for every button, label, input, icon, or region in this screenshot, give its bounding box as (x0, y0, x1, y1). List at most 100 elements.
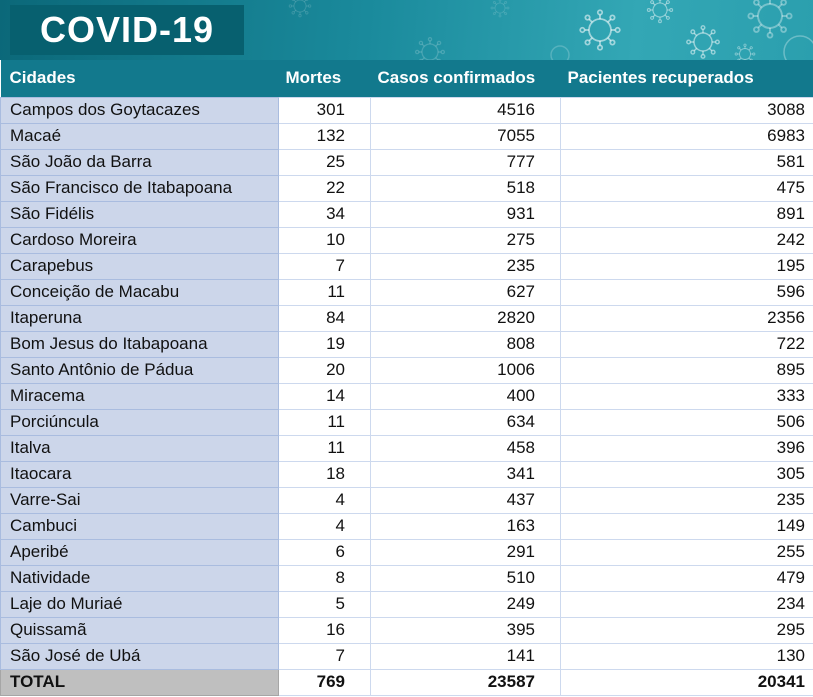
value-cell: 305 (560, 460, 813, 488)
value-cell: 295 (560, 616, 813, 644)
value-cell: 14 (278, 382, 371, 410)
city-cell: Varre-Sai (0, 486, 279, 514)
value-cell: 7 (278, 642, 371, 670)
value-cell: 16 (278, 616, 371, 644)
banner: COVID-19 (0, 0, 813, 60)
value-cell: 255 (560, 538, 813, 566)
value-cell: 2820 (370, 304, 561, 332)
value-cell: 163 (370, 512, 561, 540)
value-cell: 634 (370, 408, 561, 436)
table-row: Macaé 132 7055 6983 (0, 122, 813, 150)
value-cell: 291 (370, 538, 561, 566)
city-cell: Santo Antônio de Pádua (0, 356, 279, 384)
covid-title-box: COVID-19 (10, 5, 245, 55)
city-cell: Conceição de Macabu (0, 278, 279, 306)
value-cell: 395 (370, 616, 561, 644)
table-row: Bom Jesus do Itabapoana 19 808 722 (0, 330, 813, 358)
table-row: São João da Barra 25 777 581 (0, 148, 813, 176)
value-cell: 2356 (560, 304, 813, 332)
value-cell: 475 (560, 174, 813, 202)
city-cell: Aperibé (0, 538, 279, 566)
city-cell: Bom Jesus do Itabapoana (0, 330, 279, 358)
value-cell: 235 (370, 252, 561, 280)
value-cell: 437 (370, 486, 561, 514)
value-cell: 234 (560, 590, 813, 618)
table-body: Campos dos Goytacazes 301 4516 3088 Macaé 132… (0, 96, 813, 670)
value-cell: 18 (278, 460, 371, 488)
value-cell: 7055 (370, 122, 561, 150)
value-cell: 6 (278, 538, 371, 566)
table-row: Itaperuna 84 2820 2356 (0, 304, 813, 332)
value-cell: 400 (370, 382, 561, 410)
value-cell: 510 (370, 564, 561, 592)
value-cell: 581 (560, 148, 813, 176)
value-cell: 22 (278, 174, 371, 202)
value-cell: 11 (278, 408, 371, 436)
table-row: Natividade 8 510 479 (0, 564, 813, 592)
value-cell: 3088 (560, 96, 813, 124)
value-cell: 242 (560, 226, 813, 254)
table-row: Aperibé 6 291 255 (0, 538, 813, 566)
value-cell: 132 (278, 122, 371, 150)
value-cell: 10 (278, 226, 371, 254)
value-cell: 25 (278, 148, 371, 176)
header-mortes: Mortes (278, 60, 371, 97)
value-cell: 249 (370, 590, 561, 618)
city-cell: Laje do Muriaé (0, 590, 279, 618)
total-row: TOTAL 769 23587 20341 (0, 668, 813, 696)
covid-table: Cidades Mortes Casos confirmados Pacient… (0, 60, 813, 696)
page-title: COVID-19 (40, 9, 215, 50)
city-cell: Cardoso Moreira (0, 226, 279, 254)
value-cell: 333 (560, 382, 813, 410)
table-row: São José de Ubá 7 141 130 (0, 642, 813, 670)
value-cell: 84 (278, 304, 371, 332)
total-deaths: 769 (278, 668, 371, 696)
value-cell: 596 (560, 278, 813, 306)
value-cell: 275 (370, 226, 561, 254)
value-cell: 895 (560, 356, 813, 384)
value-cell: 19 (278, 330, 371, 358)
table-row: Santo Antônio de Pádua 20 1006 895 (0, 356, 813, 384)
city-cell: Itaocara (0, 460, 279, 488)
header-casos-confirmados: Casos confirmados (370, 60, 561, 97)
total-label: TOTAL (0, 668, 279, 696)
value-cell: 149 (560, 512, 813, 540)
value-cell: 891 (560, 200, 813, 228)
table-row: Italva 11 458 396 (0, 434, 813, 462)
value-cell: 458 (370, 434, 561, 462)
table-row: Campos dos Goytacazes 301 4516 3088 (0, 96, 813, 124)
value-cell: 627 (370, 278, 561, 306)
value-cell: 518 (370, 174, 561, 202)
value-cell: 396 (560, 434, 813, 462)
city-cell: Quissamã (0, 616, 279, 644)
total-confirmed: 23587 (370, 668, 561, 696)
city-cell: Miracema (0, 382, 279, 410)
city-cell: Macaé (0, 122, 279, 150)
value-cell: 6983 (560, 122, 813, 150)
city-cell: São Francisco de Itabapoana (0, 174, 279, 202)
table-row: Cardoso Moreira 10 275 242 (0, 226, 813, 254)
table-row: Varre-Sai 4 437 235 (0, 486, 813, 514)
table-row: São Fidélis 34 931 891 (0, 200, 813, 228)
table-row: Conceição de Macabu 11 627 596 (0, 278, 813, 306)
city-cell: Itaperuna (0, 304, 279, 332)
value-cell: 4 (278, 486, 371, 514)
value-cell: 20 (278, 356, 371, 384)
value-cell: 4 (278, 512, 371, 540)
value-cell: 777 (370, 148, 561, 176)
table-row: Miracema 14 400 333 (0, 382, 813, 410)
value-cell: 141 (370, 642, 561, 670)
table-row: Cambuci 4 163 149 (0, 512, 813, 540)
value-cell: 130 (560, 642, 813, 670)
city-cell: São José de Ubá (0, 642, 279, 670)
value-cell: 8 (278, 564, 371, 592)
table-row: Carapebus 7 235 195 (0, 252, 813, 280)
value-cell: 1006 (370, 356, 561, 384)
value-cell: 808 (370, 330, 561, 358)
value-cell: 931 (370, 200, 561, 228)
value-cell: 301 (278, 96, 371, 124)
table-row: Laje do Muriaé 5 249 234 (0, 590, 813, 618)
value-cell: 7 (278, 252, 371, 280)
table-header: Cidades Mortes Casos confirmados Pacient… (0, 60, 813, 97)
header-pacientes-recuperados: Pacientes recuperados (560, 60, 813, 97)
